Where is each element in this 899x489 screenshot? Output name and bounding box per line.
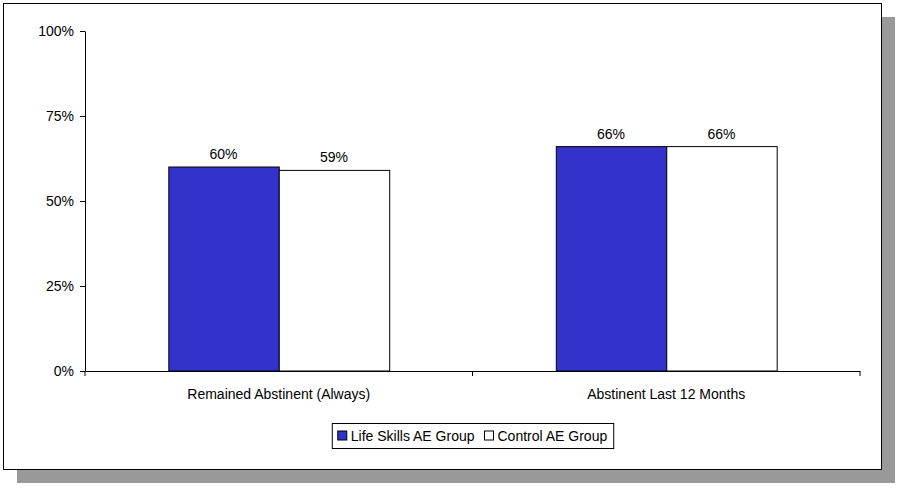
y-tick: 75% <box>46 108 85 124</box>
y-tick-mark <box>80 286 85 287</box>
legend-label: Control AE Group <box>498 428 608 444</box>
category-separator <box>472 371 473 376</box>
legend-item: Life Skills AE Group <box>338 428 475 444</box>
y-tick: 50% <box>46 193 85 209</box>
bar <box>169 167 279 371</box>
legend: Life Skills AE Group Control AE Group <box>332 424 613 449</box>
legend-box <box>332 424 613 449</box>
x-axis: Remained Abstinent (Always) Abstinent Las… <box>85 371 861 402</box>
data-labels: 60% 66% 59% 66% <box>210 126 736 166</box>
y-tick: 25% <box>46 278 85 294</box>
x-tick: Remained Abstinent (Always) <box>187 371 370 402</box>
y-axis: 0% 25% 50% 75% 100% <box>38 23 85 379</box>
y-tick-label: 0% <box>54 363 74 379</box>
bar <box>279 170 389 371</box>
y-tick: 100% <box>38 23 85 39</box>
chart: 0% 25% 50% 75% 100% Remained Abstinent (Alway… <box>0 0 899 489</box>
data-label: 60% <box>210 146 238 162</box>
legend-swatch <box>338 431 347 440</box>
y-tick-label: 100% <box>38 23 74 39</box>
y-tick: 0% <box>54 363 85 379</box>
y-tick-mark <box>80 201 85 202</box>
legend-item: Control AE Group <box>485 428 608 444</box>
legend-swatch <box>485 431 494 440</box>
category-separator <box>860 371 861 376</box>
x-tick-label: Remained Abstinent (Always) <box>187 386 370 402</box>
bar <box>556 147 666 371</box>
bars <box>169 147 777 371</box>
y-tick-label: 25% <box>46 278 74 294</box>
y-tick-label: 75% <box>46 108 74 124</box>
frame <box>4 4 882 470</box>
y-tick-mark <box>80 371 85 372</box>
data-label: 66% <box>597 126 625 142</box>
y-tick-mark <box>80 31 85 32</box>
category-separator <box>85 371 86 376</box>
legend-label: Life Skills AE Group <box>351 428 475 444</box>
y-tick-label: 50% <box>46 193 74 209</box>
y-axis-line <box>85 32 86 372</box>
y-tick-mark <box>80 116 85 117</box>
bar <box>667 147 777 371</box>
data-label: 59% <box>320 149 348 165</box>
x-tick-label: Abstinent Last 12 Months <box>587 386 745 402</box>
data-label: 66% <box>707 126 735 142</box>
x-tick: Abstinent Last 12 Months <box>587 371 745 402</box>
